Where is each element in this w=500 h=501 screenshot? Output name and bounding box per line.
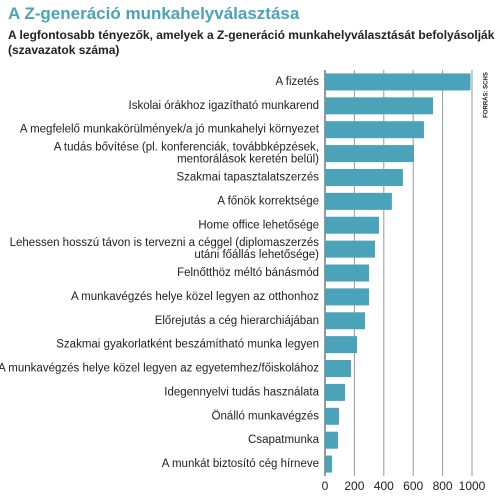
y-tick-label: A megfelelő munkakörülmények/a jó munkah…: [20, 124, 320, 136]
y-tick-label: A fizetés: [276, 76, 320, 88]
bar: [325, 240, 375, 258]
x-tick-label: 800: [433, 479, 453, 493]
y-tick-label: Önálló munkavégzés: [212, 410, 320, 422]
bar: [325, 97, 434, 115]
bar: [325, 312, 365, 330]
bar: [325, 145, 414, 163]
y-tick-label: Lehessen hosszú távon is tervezni a cégg…: [10, 237, 320, 261]
chart-title: A Z-generáció munkahelyválasztása: [8, 4, 300, 23]
y-tick-label: Szakmai gyakorlatként beszámítható munka…: [56, 339, 319, 351]
bar: [325, 431, 338, 449]
y-tick-label: Idegennyelvi tudás használata: [164, 386, 319, 398]
chart-subtitle: A legfontosabb tényezők, amelyek a Z-gen…: [8, 28, 495, 57]
y-tick-label: Home office lehetősége: [198, 219, 319, 231]
bar: [325, 455, 333, 473]
x-tick-label: 1000: [459, 479, 486, 493]
y-tick-label: A tudás bővítése (pl. konferenciák, tová…: [54, 142, 319, 166]
bar: [325, 121, 424, 139]
x-tick-label: 200: [344, 479, 364, 493]
bar: [325, 216, 379, 234]
y-tick-label: Szakmai tapasztalatszerzés: [176, 172, 319, 184]
y-tick-label: Csapatmunka: [248, 434, 320, 446]
y-tick-label: A munkát biztosító cég hírneve: [162, 458, 319, 470]
bar: [325, 192, 392, 210]
y-tick-label: A munkavégzés helye közel legyen az otth…: [71, 291, 319, 303]
bar: [325, 407, 339, 425]
x-tick-label: 0: [322, 479, 329, 493]
y-tick-label: A főnök korrektsége: [217, 195, 319, 207]
bar: [325, 288, 370, 306]
bar: [325, 360, 352, 378]
y-tick-label: Iskolai órákhoz igazítható munkarend: [129, 100, 320, 112]
source: FORRÁS: SCHS: [483, 72, 490, 118]
bar: [325, 383, 345, 401]
y-tick-label: Előrejutás a cég hierarchiájában: [155, 315, 319, 327]
y-tick-label: Felnőtthöz méltó bánásmód: [177, 267, 319, 279]
y-tick-label: A munkavégzés helye közel legyen az egye…: [0, 363, 319, 375]
x-tick-label: 600: [403, 479, 423, 493]
bar: [325, 168, 403, 186]
bar: [325, 73, 471, 91]
x-tick-label: 400: [374, 479, 394, 493]
bar: [325, 336, 358, 354]
bar: [325, 264, 370, 282]
